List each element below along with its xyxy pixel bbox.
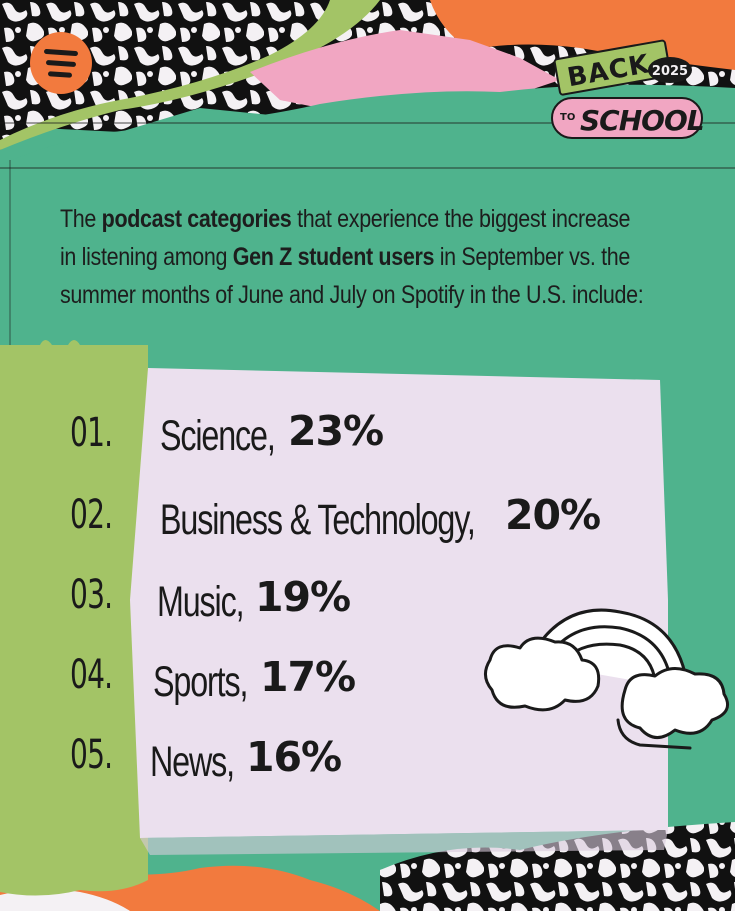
spotify-icon xyxy=(30,32,92,94)
badge-year-text: 2025 xyxy=(652,64,688,79)
category-percent: 17% xyxy=(260,653,356,701)
highlight-podcast-categories: podcast categories xyxy=(101,205,292,233)
highlight-gen-z: Gen Z student users xyxy=(232,243,435,271)
list-item: Science, 23% xyxy=(160,407,384,461)
category-name: Science, xyxy=(160,412,276,460)
category-name: Business & Technology, xyxy=(160,496,476,544)
category-name: Music, xyxy=(157,578,245,626)
category-percent: 16% xyxy=(246,733,342,781)
badge-school-text: SCHOOL xyxy=(580,104,704,137)
list-item: News, 16% xyxy=(150,733,342,787)
badge-to-text: TO xyxy=(560,112,575,123)
intro-text: The podcast categories that experience t… xyxy=(60,205,644,309)
rank-3: 03. xyxy=(70,572,113,618)
category-percent: 23% xyxy=(288,407,384,455)
category-percent: 19% xyxy=(255,573,351,621)
rank-2: 02. xyxy=(70,492,113,538)
rank-5: 05. xyxy=(70,732,113,778)
rank-1: 01. xyxy=(70,410,113,456)
list-item: Sports, 17% xyxy=(153,653,356,707)
category-percent: 20% xyxy=(505,491,601,539)
list-item: Music, 19% xyxy=(157,573,351,627)
list-item: Business & Technology, 20% xyxy=(160,491,601,545)
back-to-school-badge: BACK 2025 TO SCHOOL xyxy=(551,39,705,139)
rank-4: 04. xyxy=(70,652,113,698)
category-name: News, xyxy=(150,738,235,786)
category-name: Sports, xyxy=(153,658,248,706)
